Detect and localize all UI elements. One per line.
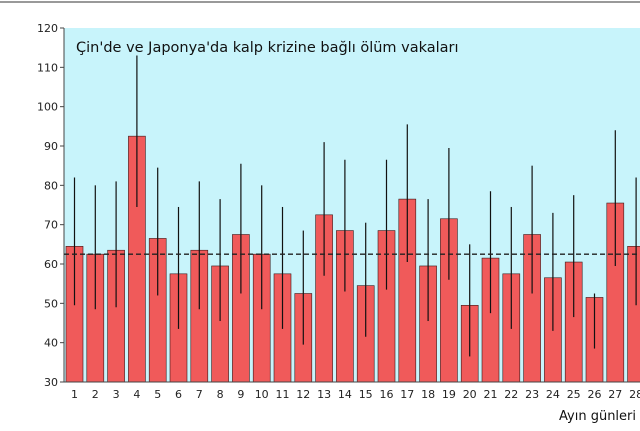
y-tick-label: 60 — [44, 258, 58, 271]
x-axis-label: Ayın günleri — [559, 409, 636, 424]
x-tick-label: 10 — [255, 388, 269, 401]
x-tick-label: 26 — [588, 388, 602, 401]
y-tick-label: 110 — [37, 61, 58, 74]
y-tick-label: 120 — [37, 22, 58, 35]
chart-title: Çin'de ve Japonya'da kalp krizine bağlı … — [76, 40, 459, 56]
x-tick-label: 11 — [276, 388, 290, 401]
x-tick-label: 23 — [525, 388, 539, 401]
y-tick-label: 80 — [44, 179, 58, 192]
x-tick-label: 16 — [380, 388, 394, 401]
y-axis: 30 40 50 60 70 80 90 100 110 120 — [37, 22, 65, 389]
x-tick-label: 27 — [608, 388, 622, 401]
x-tick-label: 7 — [196, 388, 203, 401]
x-tick-label: 20 — [463, 388, 477, 401]
x-tick-label: 6 — [175, 388, 182, 401]
x-tick-label: 17 — [400, 388, 414, 401]
y-tick-label: 40 — [44, 337, 58, 350]
x-tick-label: 15 — [359, 388, 373, 401]
error-bars-group — [73, 55, 637, 357]
y-tick-label: 50 — [44, 297, 58, 310]
x-tick-label: 2 — [92, 388, 99, 401]
y-tick-label: 70 — [44, 219, 58, 232]
x-tick-label: 19 — [442, 388, 456, 401]
x-axis: 1 2 3 4 5 6 7 8 9 10 11 12 13 14 15 16 17 18 19 20 21 22 23 24 2… — [64, 381, 640, 401]
x-tick-label: 21 — [484, 388, 498, 401]
x-tick-label: 9 — [237, 388, 244, 401]
y-tick-label: 100 — [37, 101, 58, 114]
x-tick-label: 3 — [113, 388, 120, 401]
x-tick-label: 13 — [317, 388, 331, 401]
bar-day-28 — [627, 246, 640, 383]
x-tick-label: 8 — [217, 388, 224, 401]
x-tick-label: 12 — [296, 388, 310, 401]
x-tick-label: 25 — [567, 388, 581, 401]
x-tick-label: 24 — [546, 388, 560, 401]
x-tick-label: 1 — [71, 388, 78, 401]
x-tick-label: 18 — [421, 388, 435, 401]
x-tick-label: 14 — [338, 388, 352, 401]
y-tick-label: 30 — [44, 376, 58, 389]
y-tick-label: 90 — [44, 140, 58, 153]
x-tick-label: 22 — [504, 388, 518, 401]
x-tick-label: 28 — [629, 388, 640, 401]
x-tick-label: 5 — [154, 388, 161, 401]
x-tick-label: 4 — [133, 388, 140, 401]
